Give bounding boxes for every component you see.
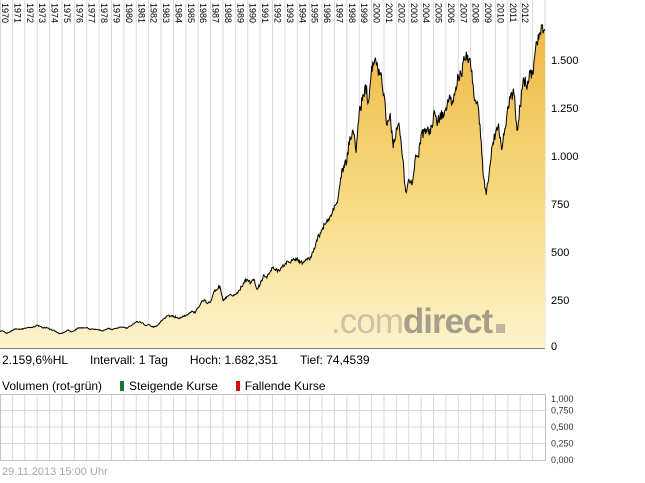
year-label: 1989 bbox=[235, 3, 245, 23]
year-label: 1979 bbox=[112, 3, 122, 23]
year-label: 2011 bbox=[508, 3, 518, 22]
year-label: 1988 bbox=[223, 3, 233, 23]
volume-legend-row: Volumen (rot-grün) Steigende Kurse Falle… bbox=[2, 379, 326, 393]
rising-courses-marker-icon bbox=[120, 381, 125, 391]
year-label: 1976 bbox=[74, 3, 84, 23]
legend-volume-label: Volumen (rot-grün) bbox=[2, 379, 103, 393]
x-axis-year-labels: 1970 1971 1972 1973 1974 1975 1976 1977 1978 1979… bbox=[0, 3, 530, 23]
year-label: 1987 bbox=[211, 3, 221, 23]
year-label: 1977 bbox=[87, 3, 97, 23]
y-tick-label: 1.250 bbox=[551, 103, 579, 115]
stat-high: Hoch: 1.682,351 bbox=[189, 353, 278, 367]
year-label: 2010 bbox=[496, 3, 506, 23]
volume-tick-label: 0,750 bbox=[551, 406, 574, 416]
year-label: 2003 bbox=[409, 3, 419, 23]
year-label: 1984 bbox=[173, 3, 183, 23]
price-line bbox=[0, 24, 546, 335]
year-label: 2012 bbox=[520, 3, 530, 23]
year-label: 1993 bbox=[285, 3, 295, 23]
y-tick-label: 1.000 bbox=[551, 151, 579, 163]
year-label: 2000 bbox=[372, 3, 382, 23]
y-tick-label: 750 bbox=[551, 199, 569, 211]
year-label: 1978 bbox=[99, 3, 109, 23]
y-axis-labels: 1.500 1.250 1.000 750 500 250 0 bbox=[551, 55, 579, 352]
price-chart-canvas: 1970 1971 1972 1973 1974 1975 1976 1977 1978 1979… bbox=[0, 0, 579, 352]
year-label: 1995 bbox=[310, 3, 320, 23]
year-label: 2009 bbox=[483, 3, 493, 23]
year-label: 1992 bbox=[273, 3, 283, 23]
year-label: 1974 bbox=[50, 3, 60, 23]
price-chart: 1970 1971 1972 1973 1974 1975 1976 1977 1978 1979… bbox=[0, 0, 579, 352]
year-label: 2007 bbox=[458, 3, 468, 23]
volume-tick-label: 1,000 bbox=[551, 394, 574, 404]
legend-rising-label: Steigende Kurse bbox=[129, 379, 218, 393]
year-label: 1980 bbox=[124, 3, 134, 23]
volume-tick-label: 0,000 bbox=[551, 455, 574, 465]
volume-chart: 1,000 0,750 0,500 0,250 0,000 bbox=[0, 394, 645, 466]
year-label: 1982 bbox=[149, 3, 159, 23]
falling-courses-marker-icon bbox=[235, 381, 240, 391]
y-tick-label: 0 bbox=[551, 341, 557, 352]
year-label: 1973 bbox=[37, 3, 47, 23]
year-label: 2005 bbox=[434, 3, 444, 23]
y-tick-label: 1.500 bbox=[551, 55, 579, 67]
year-label: 1981 bbox=[136, 3, 146, 23]
year-label: 1991 bbox=[260, 3, 270, 23]
stat-change-percent: 2.159,6%HL bbox=[2, 353, 69, 367]
year-label: 2002 bbox=[396, 3, 406, 23]
year-label: 1994 bbox=[297, 3, 307, 23]
volume-tick-label: 0,250 bbox=[551, 439, 574, 449]
year-label: 2001 bbox=[384, 3, 394, 23]
year-label: 2008 bbox=[471, 3, 481, 23]
year-label: 2006 bbox=[446, 3, 456, 23]
volume-gridlines bbox=[1, 395, 545, 460]
chart-timestamp: 29.11.2013 15:00 Uhr bbox=[2, 466, 108, 478]
year-label: 1999 bbox=[359, 3, 369, 23]
legend-falling-label: Fallende Kurse bbox=[244, 379, 326, 393]
year-label: 2004 bbox=[421, 3, 431, 23]
year-label: 1970 bbox=[0, 3, 10, 23]
y-tick-label: 500 bbox=[551, 247, 569, 259]
year-label: 1998 bbox=[347, 3, 357, 23]
price-area bbox=[0, 24, 545, 349]
year-label: 1996 bbox=[322, 3, 332, 23]
year-label: 1986 bbox=[198, 3, 208, 23]
stat-low: Tief: 74,4539 bbox=[299, 353, 370, 367]
volume-chart-canvas: 1,000 0,750 0,500 0,250 0,000 bbox=[0, 394, 574, 465]
y-tick-label: 250 bbox=[551, 295, 569, 307]
year-label: 1997 bbox=[334, 3, 344, 23]
year-label: 1990 bbox=[248, 3, 258, 23]
price-stats-row: 2.159,6%HL Intervall: 1 Tag Hoch: 1.682,… bbox=[2, 353, 370, 367]
year-label: 1985 bbox=[186, 3, 196, 23]
year-label: 1975 bbox=[62, 3, 72, 23]
stat-interval: Intervall: 1 Tag bbox=[90, 353, 168, 367]
volume-tick-label: 0,500 bbox=[551, 422, 574, 432]
year-label: 1983 bbox=[161, 3, 171, 23]
year-label: 1971 bbox=[12, 3, 22, 23]
year-label: 1972 bbox=[25, 3, 35, 23]
